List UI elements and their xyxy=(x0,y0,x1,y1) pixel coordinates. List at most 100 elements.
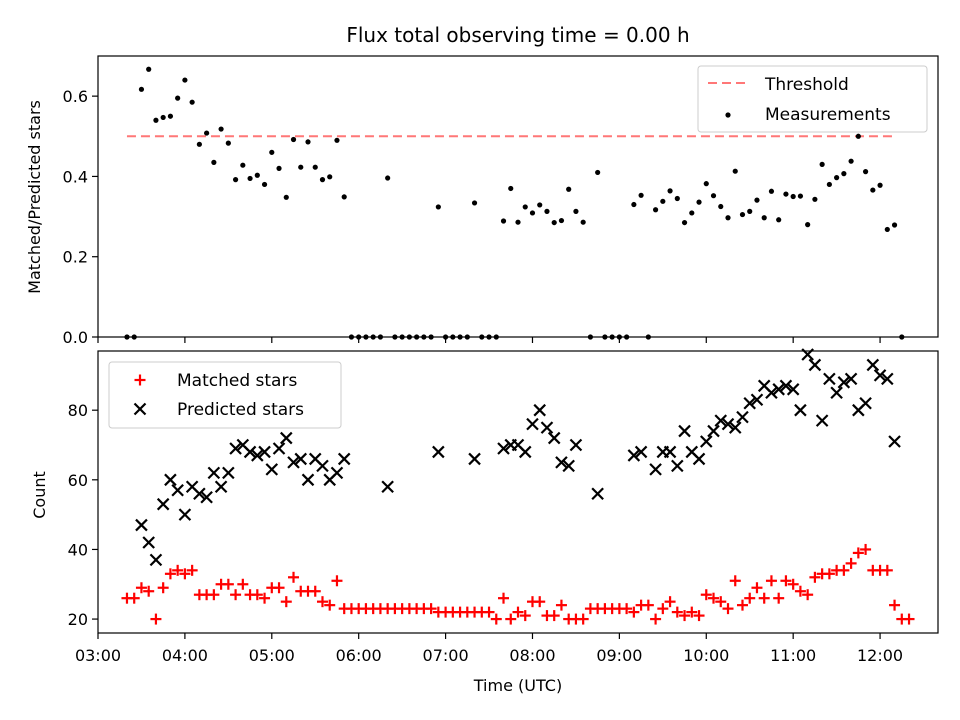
matched-star-point xyxy=(237,578,249,590)
predicted-star-point xyxy=(881,372,894,386)
predicted-star-point xyxy=(765,386,778,400)
measurement-point xyxy=(138,86,145,92)
matched-star-point xyxy=(135,582,147,594)
predicted-star-point xyxy=(432,445,445,459)
measurement-point xyxy=(435,204,441,210)
predicted-star-point xyxy=(772,383,785,396)
measurement-point xyxy=(327,174,333,180)
legend-matched-label: Matched stars xyxy=(177,371,297,391)
measurement-point xyxy=(819,161,825,167)
count-x-tick-label: 03:00 xyxy=(75,646,121,665)
measurement-point xyxy=(167,113,174,119)
measurement-point xyxy=(319,177,326,183)
predicted-star-point xyxy=(272,442,286,455)
measurement-point xyxy=(515,219,521,225)
predicted-star-point xyxy=(207,466,221,480)
legend-measurement-label: Measurements xyxy=(765,105,891,125)
measurement-point xyxy=(805,222,811,228)
ratio-legend-box xyxy=(697,65,928,133)
measurement-point xyxy=(500,218,507,224)
predicted-star-point xyxy=(786,383,800,396)
measurement-point xyxy=(261,181,268,188)
measurement-point xyxy=(240,162,246,168)
matched-star-point xyxy=(534,596,546,608)
predicted-star-point xyxy=(214,480,228,494)
predicted-star-point xyxy=(830,386,843,400)
matched-star-point xyxy=(794,585,806,597)
matched-star-point xyxy=(128,592,140,604)
predicted-star-point xyxy=(649,463,662,476)
matched-star-point xyxy=(186,564,198,576)
predicted-star-point xyxy=(692,452,706,466)
predicted-star-point xyxy=(837,376,851,389)
predicted-star-point xyxy=(663,445,677,459)
predicted-star-point xyxy=(149,553,163,567)
matched-star-point xyxy=(280,596,292,608)
predicted-star-point xyxy=(736,410,749,424)
matched-star-point xyxy=(860,543,872,555)
matched-star-point xyxy=(693,610,705,622)
predicted-star-points xyxy=(135,348,901,567)
predicted-star-point xyxy=(200,490,213,504)
count-y-ticks: 20 40 60 80 xyxy=(68,401,98,629)
predicted-star-point xyxy=(750,393,764,407)
measurement-point xyxy=(674,195,680,202)
measurement-point xyxy=(305,139,311,145)
measurement-point xyxy=(862,169,869,175)
measurement-point xyxy=(638,192,644,198)
predicted-star-point xyxy=(193,487,206,501)
measurement-point xyxy=(182,77,188,83)
predicted-star-point xyxy=(540,421,554,434)
count-y-axis-label: Count xyxy=(30,471,49,519)
measurement-point xyxy=(790,193,796,200)
predicted-star-point xyxy=(222,466,235,480)
predicted-star-point xyxy=(337,452,351,466)
predicted-star-point xyxy=(468,452,481,466)
measurement-point xyxy=(660,198,666,204)
matched-star-point xyxy=(722,603,734,615)
matched-star-point xyxy=(498,592,510,604)
matched-star-point xyxy=(751,582,763,594)
predicted-star-point xyxy=(678,424,691,438)
measurement-point xyxy=(566,186,572,192)
measurement-point xyxy=(522,204,528,210)
measurement-point xyxy=(696,199,702,205)
measurement-point xyxy=(747,208,753,214)
matched-star-point xyxy=(802,589,814,601)
measurement-point xyxy=(652,207,659,213)
predicted-star-point xyxy=(316,459,329,473)
measurement-point xyxy=(732,168,738,174)
measurement-point xyxy=(189,99,195,105)
matched-star-point xyxy=(758,592,770,604)
predicted-star-point xyxy=(142,536,155,549)
measurement-point xyxy=(703,181,709,187)
matched-star-point xyxy=(780,575,792,587)
measurement-point xyxy=(153,117,159,123)
predicted-star-point xyxy=(381,480,394,494)
predicted-star-point xyxy=(164,473,177,487)
predicted-star-point xyxy=(823,372,836,386)
legend-measurement-swatch xyxy=(725,112,731,118)
measurement-point xyxy=(710,193,717,199)
measurement-point xyxy=(254,172,260,178)
measurement-point xyxy=(544,208,550,214)
matched-star-point xyxy=(671,606,683,618)
measurement-point xyxy=(812,196,818,202)
matched-star-point xyxy=(787,578,799,590)
measurement-point xyxy=(247,175,253,182)
measurement-point xyxy=(870,187,876,193)
count-panel-frame xyxy=(97,350,939,634)
count-y-tick-label: 80 xyxy=(68,401,88,420)
legend-matched-swatch xyxy=(134,374,146,386)
matched-star-point xyxy=(889,599,901,611)
matched-star-point xyxy=(483,606,495,618)
matched-star-point xyxy=(512,606,524,618)
measurement-point xyxy=(580,219,586,225)
ratio-y-ticks: 0.0 0.2 0.4 0.6 xyxy=(63,87,98,347)
matched-star-point xyxy=(845,557,857,569)
matched-star-point xyxy=(519,610,531,622)
measurement-point xyxy=(276,165,282,171)
measurement-point xyxy=(573,208,579,214)
